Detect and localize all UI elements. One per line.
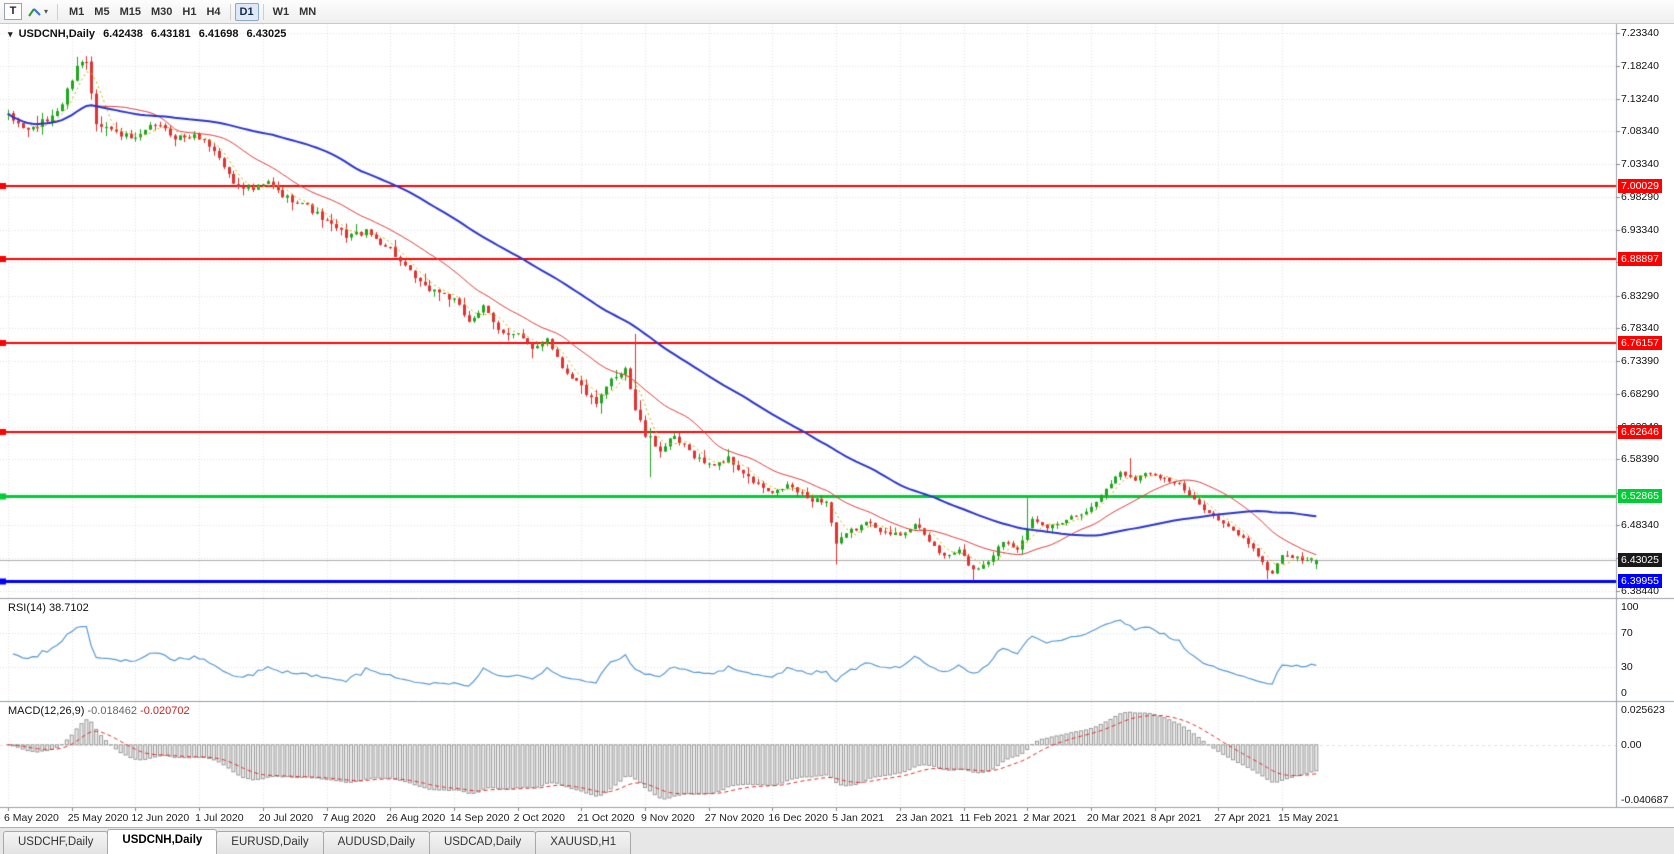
symbol-dropdown-icon[interactable]: ▾ [8,29,13,39]
macd-indicator-label: MACD(12,26,9) -0.018462 -0.020702 [8,705,190,717]
toolbar-t-button[interactable]: T [4,3,22,20]
toolbar-separator [229,3,231,20]
date-label: 14 Sep 2020 [449,812,510,824]
toolbar-separator [57,3,59,20]
price-tick-label: 6.83290 [1621,289,1659,302]
chart-tabs-bar: USDCHF,Daily USDCNH,Daily EURUSD,Daily AUDU… [0,827,1674,854]
date-label: 27 Nov 2020 [704,812,765,824]
tab-audusd-daily[interactable]: AUDUSD,Daily [322,831,430,854]
timeframe-m30[interactable]: M30 [150,5,173,18]
chart-tools-icon [28,7,41,17]
macd-tick-label: 0.025623 [1621,704,1665,716]
timeframe-m5[interactable]: M5 [94,5,110,18]
price-tick-label: 6.48340 [1621,519,1659,532]
top-toolbar: T ▾ M1 M5 M15 M30 H1 H4 D1 W1 MN [0,0,1674,24]
rsi-name: RSI(14) [8,602,46,614]
price-tick-label: 7.08340 [1621,125,1659,138]
hline-price-badge: 6.39955 [1618,573,1662,588]
date-label: 25 May 2020 [67,812,129,824]
price-tick-label: 6.73390 [1621,354,1659,367]
date-label: 15 May 2021 [1278,812,1339,824]
chart-tools-button[interactable]: ▾ [24,3,51,21]
timeframe-buttons: M1 M5 M15 M30 H1 H4 D1 W1 MN [64,2,321,21]
price-tick-label: 6.98290 [1621,191,1659,204]
timeframe-d1[interactable]: D1 [234,2,259,21]
price-tick-label: 7.03340 [1621,158,1659,171]
date-label: 20 Jul 2020 [258,812,314,824]
date-label: 20 Mar 2021 [1086,812,1146,824]
tab-xauusd-h1[interactable]: XAUUSD,H1 [535,831,632,854]
macd-tick-label: 0.00 [1621,738,1642,751]
hline-price-badge: 6.52865 [1618,488,1662,503]
date-label: 5 Jan 2021 [832,812,885,824]
chart-title: ▾ USDCNH,Daily 6.42438 6.43181 6.41698 6… [8,28,291,40]
date-label: 11 Feb 2021 [959,812,1018,824]
rsi-tick-label: 100 [1621,601,1639,613]
date-label: 21 Oct 2020 [577,812,635,824]
chevron-down-icon: ▾ [44,7,49,16]
rsi-tick-label: 30 [1621,661,1633,674]
date-label: 2 Oct 2020 [513,812,565,824]
hline-price-badge: 7.00029 [1618,179,1662,194]
price-tick-label: 6.58390 [1621,453,1659,466]
hline-price-badge: 6.88897 [1618,252,1662,267]
timeframe-h1[interactable]: H1 [182,5,197,18]
timeframe-mn[interactable]: MN [299,5,317,18]
timeframe-m15[interactable]: M15 [119,5,141,18]
ohlc-close: 6.43025 [246,28,287,40]
ohlc-high: 6.43181 [150,28,191,40]
macd-tick-label: -0.040687 [1621,794,1669,806]
ohlc-open: 6.42438 [103,28,143,40]
date-label: 1 Jul 2020 [195,812,244,824]
toolbar-separator [262,3,264,20]
bid-price-badge: 6.43025 [1618,553,1662,568]
date-label: 6 May 2020 [4,812,59,824]
date-label: 26 Aug 2020 [386,812,446,824]
tab-eurusd-daily[interactable]: EURUSD,Daily [216,831,324,854]
rsi-value: 38.7102 [48,602,89,614]
price-tick-label: 6.78340 [1621,322,1659,335]
chart-symbol: USDCNH,Daily [18,28,95,40]
rsi-indicator-label: RSI(14) 38.7102 [8,602,89,614]
rsi-tick-label: 70 [1621,626,1633,639]
time-axis[interactable]: 6 May 2020 25 May 2020 12 Jun 2020 1 Jul 20… [0,808,1616,827]
price-tick-label: 6.93340 [1621,223,1659,236]
date-label: 9 Nov 2020 [641,812,695,824]
price-tick-label: 6.68290 [1621,388,1659,401]
macd-name: MACD(12,26,9) [8,705,85,717]
timeframe-h4[interactable]: H4 [206,5,221,18]
tab-usdchf-daily[interactable]: USDCHF,Daily [3,831,109,854]
macd-signal-value: -0.020702 [140,705,190,717]
macd-main-value: -0.018462 [87,705,138,717]
timeframe-m1[interactable]: M1 [69,5,85,18]
date-label: 27 Apr 2021 [1214,812,1271,824]
price-tick-label: 7.13240 [1621,93,1659,106]
hline-price-badge: 6.62646 [1618,424,1662,439]
tab-usdcad-daily[interactable]: USDCAD,Daily [428,831,537,854]
price-axis[interactable]: 7.23340 7.18240 7.13240 7.08340 7.03340 6.982… [1618,0,1674,827]
rsi-tick-label: 0 [1621,687,1627,699]
price-tick-label: 7.23340 [1621,26,1659,39]
timeframe-w1[interactable]: W1 [272,5,290,18]
hline-price-badge: 6.76157 [1618,335,1662,350]
date-label: 7 Aug 2020 [322,812,376,824]
date-label: 23 Jan 2021 [895,812,954,824]
date-label: 12 Jun 2020 [131,812,190,824]
date-label: 2 Mar 2021 [1023,812,1077,824]
ohlc-low: 6.41698 [198,28,239,40]
date-label: 16 Dec 2020 [768,812,828,824]
date-label: 8 Apr 2021 [1150,812,1202,824]
price-tick-label: 7.18240 [1621,60,1659,73]
tab-usdcnh-daily[interactable]: USDCNH,Daily [107,829,218,854]
